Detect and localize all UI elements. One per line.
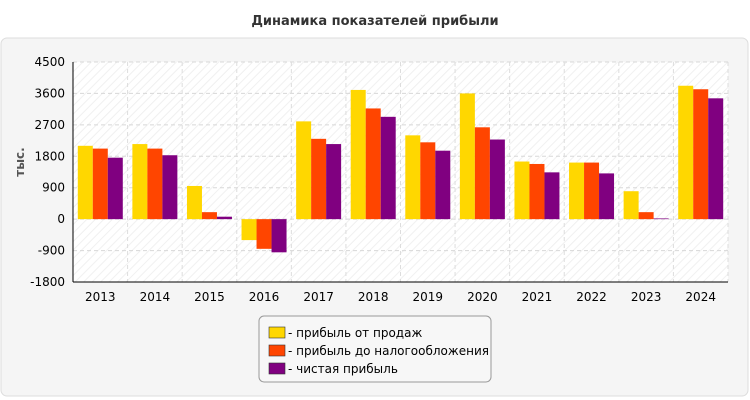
y-tick-label: 900 <box>42 181 65 195</box>
axes: -1800 -900 0 900 1800 2700 3600 4500 2013 2014 201… <box>30 55 728 304</box>
bar-2014-series-1 <box>132 144 148 220</box>
x-tick-label: 2021 <box>522 290 553 304</box>
bar-2013-series-2 <box>92 148 108 220</box>
y-axis-label: тыс. <box>13 147 27 176</box>
bar-2022-series-1 <box>569 162 585 220</box>
x-tick-label: 2015 <box>194 290 225 304</box>
x-tick-label: 2018 <box>358 290 389 304</box>
bar-2017-series-2 <box>311 138 327 220</box>
legend-swatch <box>268 362 286 375</box>
x-tick-label: 2016 <box>249 290 280 304</box>
bar-2018-series-3 <box>380 116 396 220</box>
y-tick-label: 1800 <box>34 149 65 163</box>
bar-2021-series-2 <box>529 163 545 220</box>
bar-2021-series-3 <box>544 172 560 220</box>
bar-2024-series-1 <box>678 85 694 220</box>
bar-2017-series-3 <box>326 144 342 220</box>
bar-2024-series-2 <box>693 89 709 220</box>
bar-2019-series-1 <box>405 135 421 220</box>
x-tick-label: 2017 <box>303 290 334 304</box>
legend: - прибыль от продаж - прибыль до налогооб… <box>258 315 492 383</box>
y-tick-label: 2700 <box>34 118 65 132</box>
x-tick-label: 2013 <box>85 290 116 304</box>
x-tick-label: 2014 <box>140 290 171 304</box>
legend-swatch <box>268 326 286 339</box>
legend-label: - чистая прибыль <box>288 362 398 376</box>
bar-2023-series-2 <box>638 212 654 220</box>
bar-2021-series-1 <box>514 161 530 220</box>
legend-label: - прибыль от продаж <box>288 326 422 340</box>
bar-2013-series-1 <box>77 145 93 220</box>
bar-2023-series-3 <box>653 218 669 220</box>
bars <box>77 85 724 253</box>
bar-2013-series-3 <box>107 157 123 220</box>
bar-2019-series-2 <box>420 142 436 220</box>
y-tick-label: -900 <box>38 244 65 258</box>
x-tick-label: 2024 <box>685 290 716 304</box>
y-tick-label: 0 <box>57 212 65 226</box>
x-tick-label: 2022 <box>576 290 607 304</box>
bar-2016-series-1 <box>241 219 257 241</box>
bar-2018-series-1 <box>350 89 366 220</box>
bar-2016-series-2 <box>256 219 272 249</box>
bar-2014-series-3 <box>162 155 178 220</box>
bar-2017-series-1 <box>296 121 312 220</box>
bar-2018-series-2 <box>365 108 381 220</box>
grid-lines <box>72 61 729 283</box>
bar-2022-series-2 <box>584 162 600 220</box>
bar-2020-series-3 <box>489 139 505 220</box>
y-tick-label: -1800 <box>30 275 65 289</box>
bar-2022-series-3 <box>599 173 615 220</box>
bar-2015-series-3 <box>216 216 232 220</box>
x-tick-label: 2023 <box>631 290 662 304</box>
bar-2015-series-2 <box>201 212 217 220</box>
bar-2014-series-2 <box>147 148 163 220</box>
bar-2020-series-2 <box>474 127 490 220</box>
x-tick-label: 2020 <box>467 290 498 304</box>
y-tick-label: 3600 <box>34 86 65 100</box>
bar-2019-series-3 <box>435 150 451 220</box>
bar-2015-series-1 <box>186 185 202 220</box>
bar-2023-series-1 <box>623 191 639 220</box>
x-tick-label: 2019 <box>413 290 444 304</box>
y-tick-label: 4500 <box>34 55 65 69</box>
legend-label: - прибыль до налогообложения <box>288 344 489 358</box>
legend-box <box>258 315 492 383</box>
bar-2024-series-3 <box>708 98 724 220</box>
bar-2016-series-3 <box>271 219 287 253</box>
bar-2020-series-1 <box>459 93 475 220</box>
chart-title: Динамика показателей прибыли <box>251 14 498 29</box>
legend-swatch <box>268 344 286 357</box>
